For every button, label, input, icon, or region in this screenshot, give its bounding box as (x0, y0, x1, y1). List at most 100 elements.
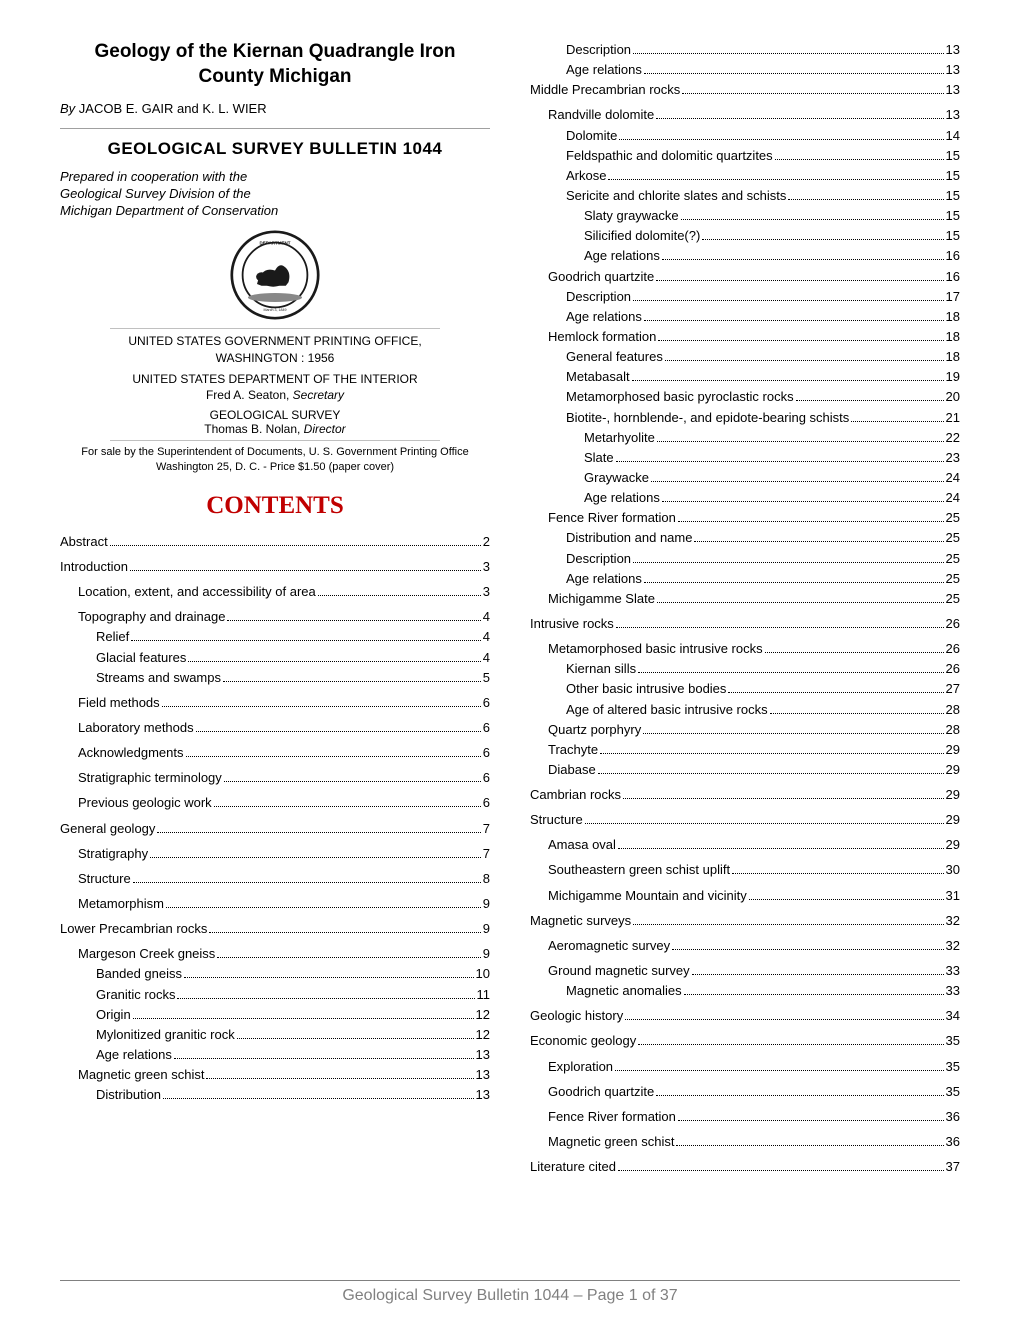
footer-text: Geological Survey Bulletin 1044 – Page 1… (0, 1287, 1020, 1305)
toc-dots (110, 545, 481, 546)
toc-page-number: 15 (946, 146, 960, 166)
toc-label: Other basic intrusive bodies (566, 679, 726, 699)
toc-page-number: 4 (483, 607, 490, 627)
survey-block: GEOLOGICAL SURVEY Thomas B. Nolan, Direc… (60, 408, 490, 436)
toc-dots (188, 661, 480, 662)
toc-dots (658, 340, 943, 341)
toc-label: Magnetic green schist (78, 1065, 204, 1085)
toc-page-number: 6 (483, 718, 490, 738)
toc-page-number: 11 (477, 985, 491, 1005)
toc-dots (585, 823, 944, 824)
toc-entry: Goodrich quartzite35 (530, 1082, 960, 1102)
toc-page-number: 15 (946, 206, 960, 226)
toc-dots (732, 873, 943, 874)
toc-label: Slate (584, 448, 614, 468)
toc-page-number: 25 (946, 508, 960, 528)
toc-page-number: 32 (946, 936, 960, 956)
toc-dots (682, 93, 943, 94)
toc-entry: Mylonitized granitic rock12 (60, 1025, 490, 1045)
toc-dots (644, 320, 944, 321)
toc-dots (702, 239, 943, 240)
toc-entry: Randville dolomite13 (530, 105, 960, 125)
toc-label: Goodrich quartzite (548, 1082, 654, 1102)
toc-entry: Fence River formation36 (530, 1107, 960, 1127)
toc-entry: Southeastern green schist uplift 30 (530, 860, 960, 880)
toc-label: Field methods (78, 693, 160, 713)
toc-page-number: 18 (946, 307, 960, 327)
toc-dots (657, 602, 944, 603)
toc-label: Age relations (566, 569, 642, 589)
toc-page-number: 3 (483, 557, 490, 577)
toc-label: Location, extent, and accessibility of a… (78, 582, 316, 602)
toc-page-number: 34 (946, 1006, 960, 1026)
toc-dots (694, 541, 943, 542)
toc-label: Southeastern green schist uplift (548, 860, 730, 880)
toc-dots (684, 994, 944, 995)
toc-label: Trachyte (548, 740, 598, 760)
toc-dots (638, 672, 943, 673)
toc-page-number: 9 (483, 919, 490, 939)
toc-entry: Graywacke24 (530, 468, 960, 488)
toc-dots (633, 53, 944, 54)
toc-label: Glacial features (96, 648, 186, 668)
toc-entry: Margeson Creek gneiss9 (60, 944, 490, 964)
toc-label: Middle Precambrian rocks (530, 80, 680, 100)
toc-label: Amasa oval (548, 835, 616, 855)
toc-dots (623, 798, 944, 799)
toc-entry: Acknowledgments6 (60, 743, 490, 763)
toc-label: Fence River formation (548, 508, 676, 528)
toc-label: Structure (78, 869, 131, 889)
svg-text:DEPARTMENT: DEPARTMENT (260, 240, 291, 245)
toc-label: Abstract (60, 532, 108, 552)
page-footer: Geological Survey Bulletin 1044 – Page 1… (0, 1280, 1020, 1305)
toc-page-number: 12 (476, 1005, 490, 1025)
toc-page-number: 25 (946, 549, 960, 569)
toc-label: Laboratory methods (78, 718, 194, 738)
toc-page-number: 4 (483, 648, 490, 668)
toc-page-number: 14 (946, 126, 960, 146)
toc-label: Graywacke (584, 468, 649, 488)
toc-dots (227, 620, 480, 621)
bulletin-header: GEOLOGICAL SURVEY BULLETIN 1044 (60, 139, 490, 159)
toc-dots (678, 1120, 944, 1121)
toc-entry: Trachyte29 (530, 740, 960, 760)
toc-dots (616, 461, 944, 462)
printing-location-year: WASHINGTON : 1956 (60, 350, 490, 367)
toc-dots (162, 706, 481, 707)
toc-dots (788, 199, 943, 200)
toc-dots (237, 1038, 474, 1039)
toc-label: Cambrian rocks (530, 785, 621, 805)
toc-dots (676, 1145, 943, 1146)
toc-dots (681, 219, 944, 220)
toc-entry: Distribution and name25 (530, 528, 960, 548)
toc-label: Margeson Creek gneiss (78, 944, 215, 964)
toc-dots (206, 1078, 473, 1079)
toc-entry: Stratigraphy7 (60, 844, 490, 864)
toc-dots (616, 627, 944, 628)
toc-label: Biotite-, hornblende-, and epidote-beari… (566, 408, 849, 428)
toc-label: Age relations (584, 246, 660, 266)
toc-label: Age relations (566, 60, 642, 80)
secretary-line: Fred A. Seaton, Secretary (60, 387, 490, 404)
footer-divider (60, 1280, 960, 1281)
toc-label: Fence River formation (548, 1107, 676, 1127)
toc-label: Previous geologic work (78, 793, 212, 813)
toc-dots (692, 974, 944, 975)
toc-entry: Laboratory methods 6 (60, 718, 490, 738)
toc-page-number: 3 (483, 582, 490, 602)
department-name: UNITED STATES DEPARTMENT OF THE INTERIOR (60, 371, 490, 388)
toc-label: Magnetic surveys (530, 911, 631, 931)
toc-dots (186, 756, 481, 757)
toc-entry: Quartz porphyry28 (530, 720, 960, 740)
toc-page-number: 6 (483, 743, 490, 763)
toc-page-number: 29 (946, 760, 960, 780)
toc-page-number: 26 (946, 639, 960, 659)
toc-page-number: 36 (946, 1132, 960, 1152)
toc-page-number: 30 (946, 860, 960, 880)
toc-page-number: 26 (946, 659, 960, 679)
toc-label: Economic geology (530, 1031, 636, 1051)
toc-entry: Distribution13 (60, 1085, 490, 1105)
toc-entry: Relief4 (60, 627, 490, 647)
toc-page-number: 28 (946, 720, 960, 740)
prepared-line: Geological Survey Division of the (60, 186, 490, 203)
